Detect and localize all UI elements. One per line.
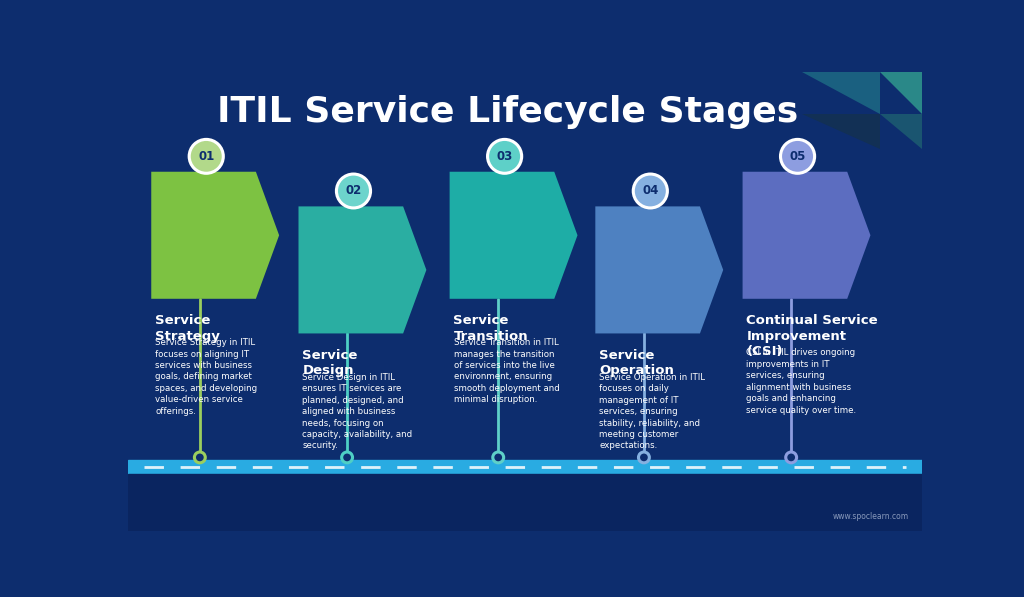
Circle shape — [640, 454, 648, 461]
Text: 03: 03 — [497, 150, 513, 163]
Polygon shape — [450, 172, 578, 298]
Polygon shape — [299, 207, 426, 334]
Circle shape — [338, 176, 369, 207]
Circle shape — [782, 141, 813, 172]
Bar — [128, 460, 922, 475]
Polygon shape — [880, 114, 922, 149]
Circle shape — [489, 141, 520, 172]
Bar — [128, 475, 922, 531]
Circle shape — [637, 451, 651, 464]
Text: 01: 01 — [198, 150, 214, 163]
Text: Service Strategy in ITIL
focuses on aligning IT
services with business
goals, de: Service Strategy in ITIL focuses on alig… — [155, 338, 257, 416]
Circle shape — [196, 454, 204, 461]
Circle shape — [635, 176, 666, 207]
Text: Service Design in ITIL
ensures IT services are
planned, designed, and
aligned wi: Service Design in ITIL ensures IT servic… — [302, 373, 413, 450]
Polygon shape — [802, 114, 880, 149]
Circle shape — [632, 173, 669, 210]
Circle shape — [193, 451, 207, 464]
Circle shape — [492, 451, 505, 464]
Circle shape — [343, 454, 351, 461]
Text: CSI in ITIL drives ongoing
improvements in IT
services, ensuring
alignment with : CSI in ITIL drives ongoing improvements … — [746, 349, 856, 415]
Text: www.spoclearn.com: www.spoclearn.com — [834, 512, 909, 521]
Text: Service
Strategy: Service Strategy — [155, 314, 220, 343]
Polygon shape — [595, 207, 723, 334]
Circle shape — [779, 138, 816, 175]
Text: 04: 04 — [642, 184, 658, 198]
Text: 02: 02 — [345, 184, 361, 198]
Text: Service
Operation: Service Operation — [599, 349, 674, 377]
Text: Service
Transition: Service Transition — [454, 314, 528, 343]
Circle shape — [335, 173, 372, 210]
Text: Service Transition in ITIL
manages the transition
of services into the live
envi: Service Transition in ITIL manages the t… — [454, 338, 559, 404]
Text: 05: 05 — [790, 150, 806, 163]
Circle shape — [787, 454, 795, 461]
Polygon shape — [802, 72, 880, 114]
Text: Continual Service
Improvement
(CSI): Continual Service Improvement (CSI) — [746, 314, 878, 358]
Polygon shape — [880, 72, 922, 114]
Circle shape — [340, 451, 354, 464]
Text: Service
Design: Service Design — [302, 349, 357, 377]
Circle shape — [784, 451, 798, 464]
Text: ITIL Service Lifecycle Stages: ITIL Service Lifecycle Stages — [217, 95, 799, 129]
Circle shape — [190, 141, 222, 172]
Circle shape — [187, 138, 225, 175]
Polygon shape — [152, 172, 280, 298]
Text: Service Operation in ITIL
focuses on daily
management of IT
services, ensuring
s: Service Operation in ITIL focuses on dai… — [599, 373, 706, 450]
Circle shape — [495, 454, 502, 461]
Circle shape — [486, 138, 523, 175]
Polygon shape — [742, 172, 870, 298]
